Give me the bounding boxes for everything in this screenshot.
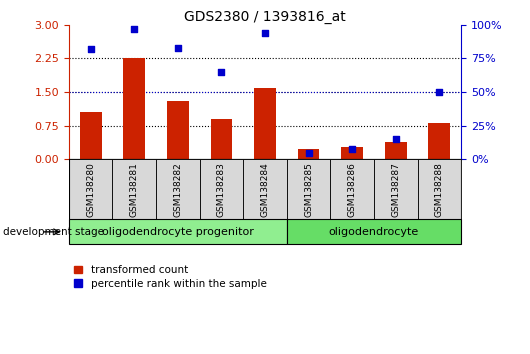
Bar (80, 112, 102, 159)
Bar (210, 119, 232, 159)
Bar (200, 159, 243, 219)
Legend: transformed count, percentile rank within the sample: transformed count, percentile rank withi… (74, 266, 267, 289)
Bar (243, 159, 287, 219)
Bar (69, 219, 287, 244)
Text: GSM138287: GSM138287 (391, 162, 400, 217)
Point (261, 30, 269, 36)
Text: oligodendrocyte progenitor: oligodendrocyte progenitor (102, 227, 254, 237)
Text: GSM138286: GSM138286 (348, 162, 357, 217)
Bar (341, 147, 363, 159)
Bar (374, 159, 418, 219)
Point (304, 150, 313, 155)
Text: GSM138285: GSM138285 (304, 162, 313, 217)
Point (174, 45, 182, 51)
Bar (112, 159, 156, 219)
Point (392, 136, 400, 142)
Text: GSM138280: GSM138280 (86, 162, 95, 217)
Bar (428, 122, 450, 159)
Point (130, 26, 138, 32)
Bar (298, 149, 320, 159)
Bar (167, 101, 189, 159)
Text: GSM138283: GSM138283 (217, 162, 226, 217)
Text: GSM138284: GSM138284 (261, 162, 269, 217)
Bar (254, 88, 276, 159)
Text: oligodendrocyte: oligodendrocyte (329, 227, 419, 237)
Bar (287, 159, 330, 219)
Bar (156, 159, 200, 219)
Text: GSM138288: GSM138288 (435, 162, 444, 217)
Point (435, 89, 444, 95)
Title: GDS2380 / 1393816_at: GDS2380 / 1393816_at (184, 10, 346, 24)
Bar (385, 142, 407, 159)
Bar (418, 159, 461, 219)
Text: GSM138282: GSM138282 (173, 162, 182, 217)
Point (217, 69, 226, 75)
Text: development stage: development stage (3, 227, 104, 237)
Bar (287, 219, 461, 244)
Bar (330, 159, 374, 219)
Bar (123, 58, 145, 159)
Point (348, 146, 356, 152)
Bar (69, 159, 112, 219)
Text: GSM138281: GSM138281 (130, 162, 139, 217)
Point (86, 46, 95, 52)
